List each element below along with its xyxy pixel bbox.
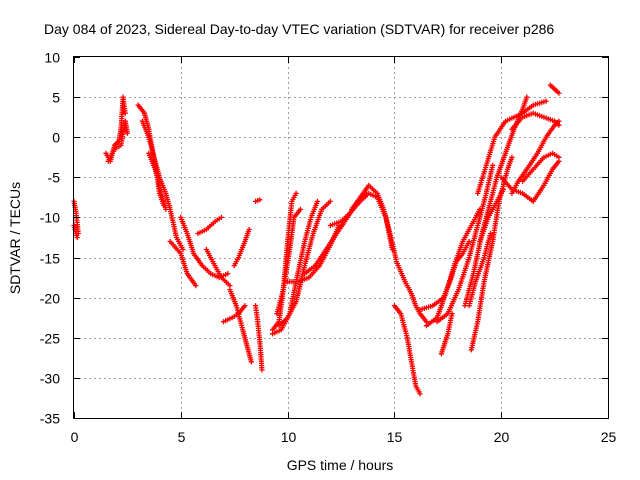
data-point [417,391,423,397]
x-tick-label: 5 [178,429,186,445]
data-point [225,271,231,277]
plot-frame [73,56,609,419]
data-point [248,359,254,365]
y-axis-ticks: 10 5 0 -5 -10 -15 -20 -25 -30 -35 [40,50,608,427]
data-point [180,246,186,253]
data-point [327,198,333,204]
data-point [122,110,128,116]
y-axis-label: SDTVAR / TECUs [7,182,23,294]
y-tick-label: 5 [52,90,60,106]
data-point [556,154,562,160]
data-point [124,130,130,136]
x-tick-label: 20 [494,429,510,445]
x-tick-label: 10 [281,429,297,445]
y-tick-label: 0 [52,130,60,146]
data-point [193,283,199,289]
y-tick-label: -25 [40,331,60,347]
data-point [297,206,303,212]
y-tick-label: 10 [44,50,60,66]
data-point [509,154,515,160]
data-point [314,198,321,204]
data-point [74,234,80,241]
x-tick-label: 15 [387,429,403,445]
x-axis-ticks: 0 5 10 15 20 25 [71,57,617,445]
x-tick-label: 25 [601,429,617,445]
data-point [466,238,472,245]
data-points [71,82,562,397]
y-tick-label: -10 [40,210,60,226]
grid-lines [74,57,608,418]
data-point [556,118,562,124]
y-tick-label: -30 [40,371,60,387]
x-axis-label: GPS time / hours [287,457,394,473]
data-point [293,190,299,196]
data-point [259,367,265,373]
data-point [257,197,263,203]
chart-title: Day 084 of 2023, Sidereal Day-to-day VTE… [44,21,554,37]
data-point [246,226,252,233]
data-point [163,206,169,212]
data-point [449,311,455,317]
data-point [487,230,494,237]
data-point [218,214,224,220]
data-point [490,162,496,168]
data-point [500,186,506,192]
x-tick-label: 0 [71,429,79,445]
y-tick-label: -35 [40,411,60,427]
data-point [242,303,248,309]
y-tick-label: -5 [48,170,61,186]
data-point [543,98,549,104]
data-point [524,94,530,100]
data-point [556,90,562,96]
y-tick-label: -20 [40,291,60,307]
y-tick-label: -15 [40,251,60,267]
